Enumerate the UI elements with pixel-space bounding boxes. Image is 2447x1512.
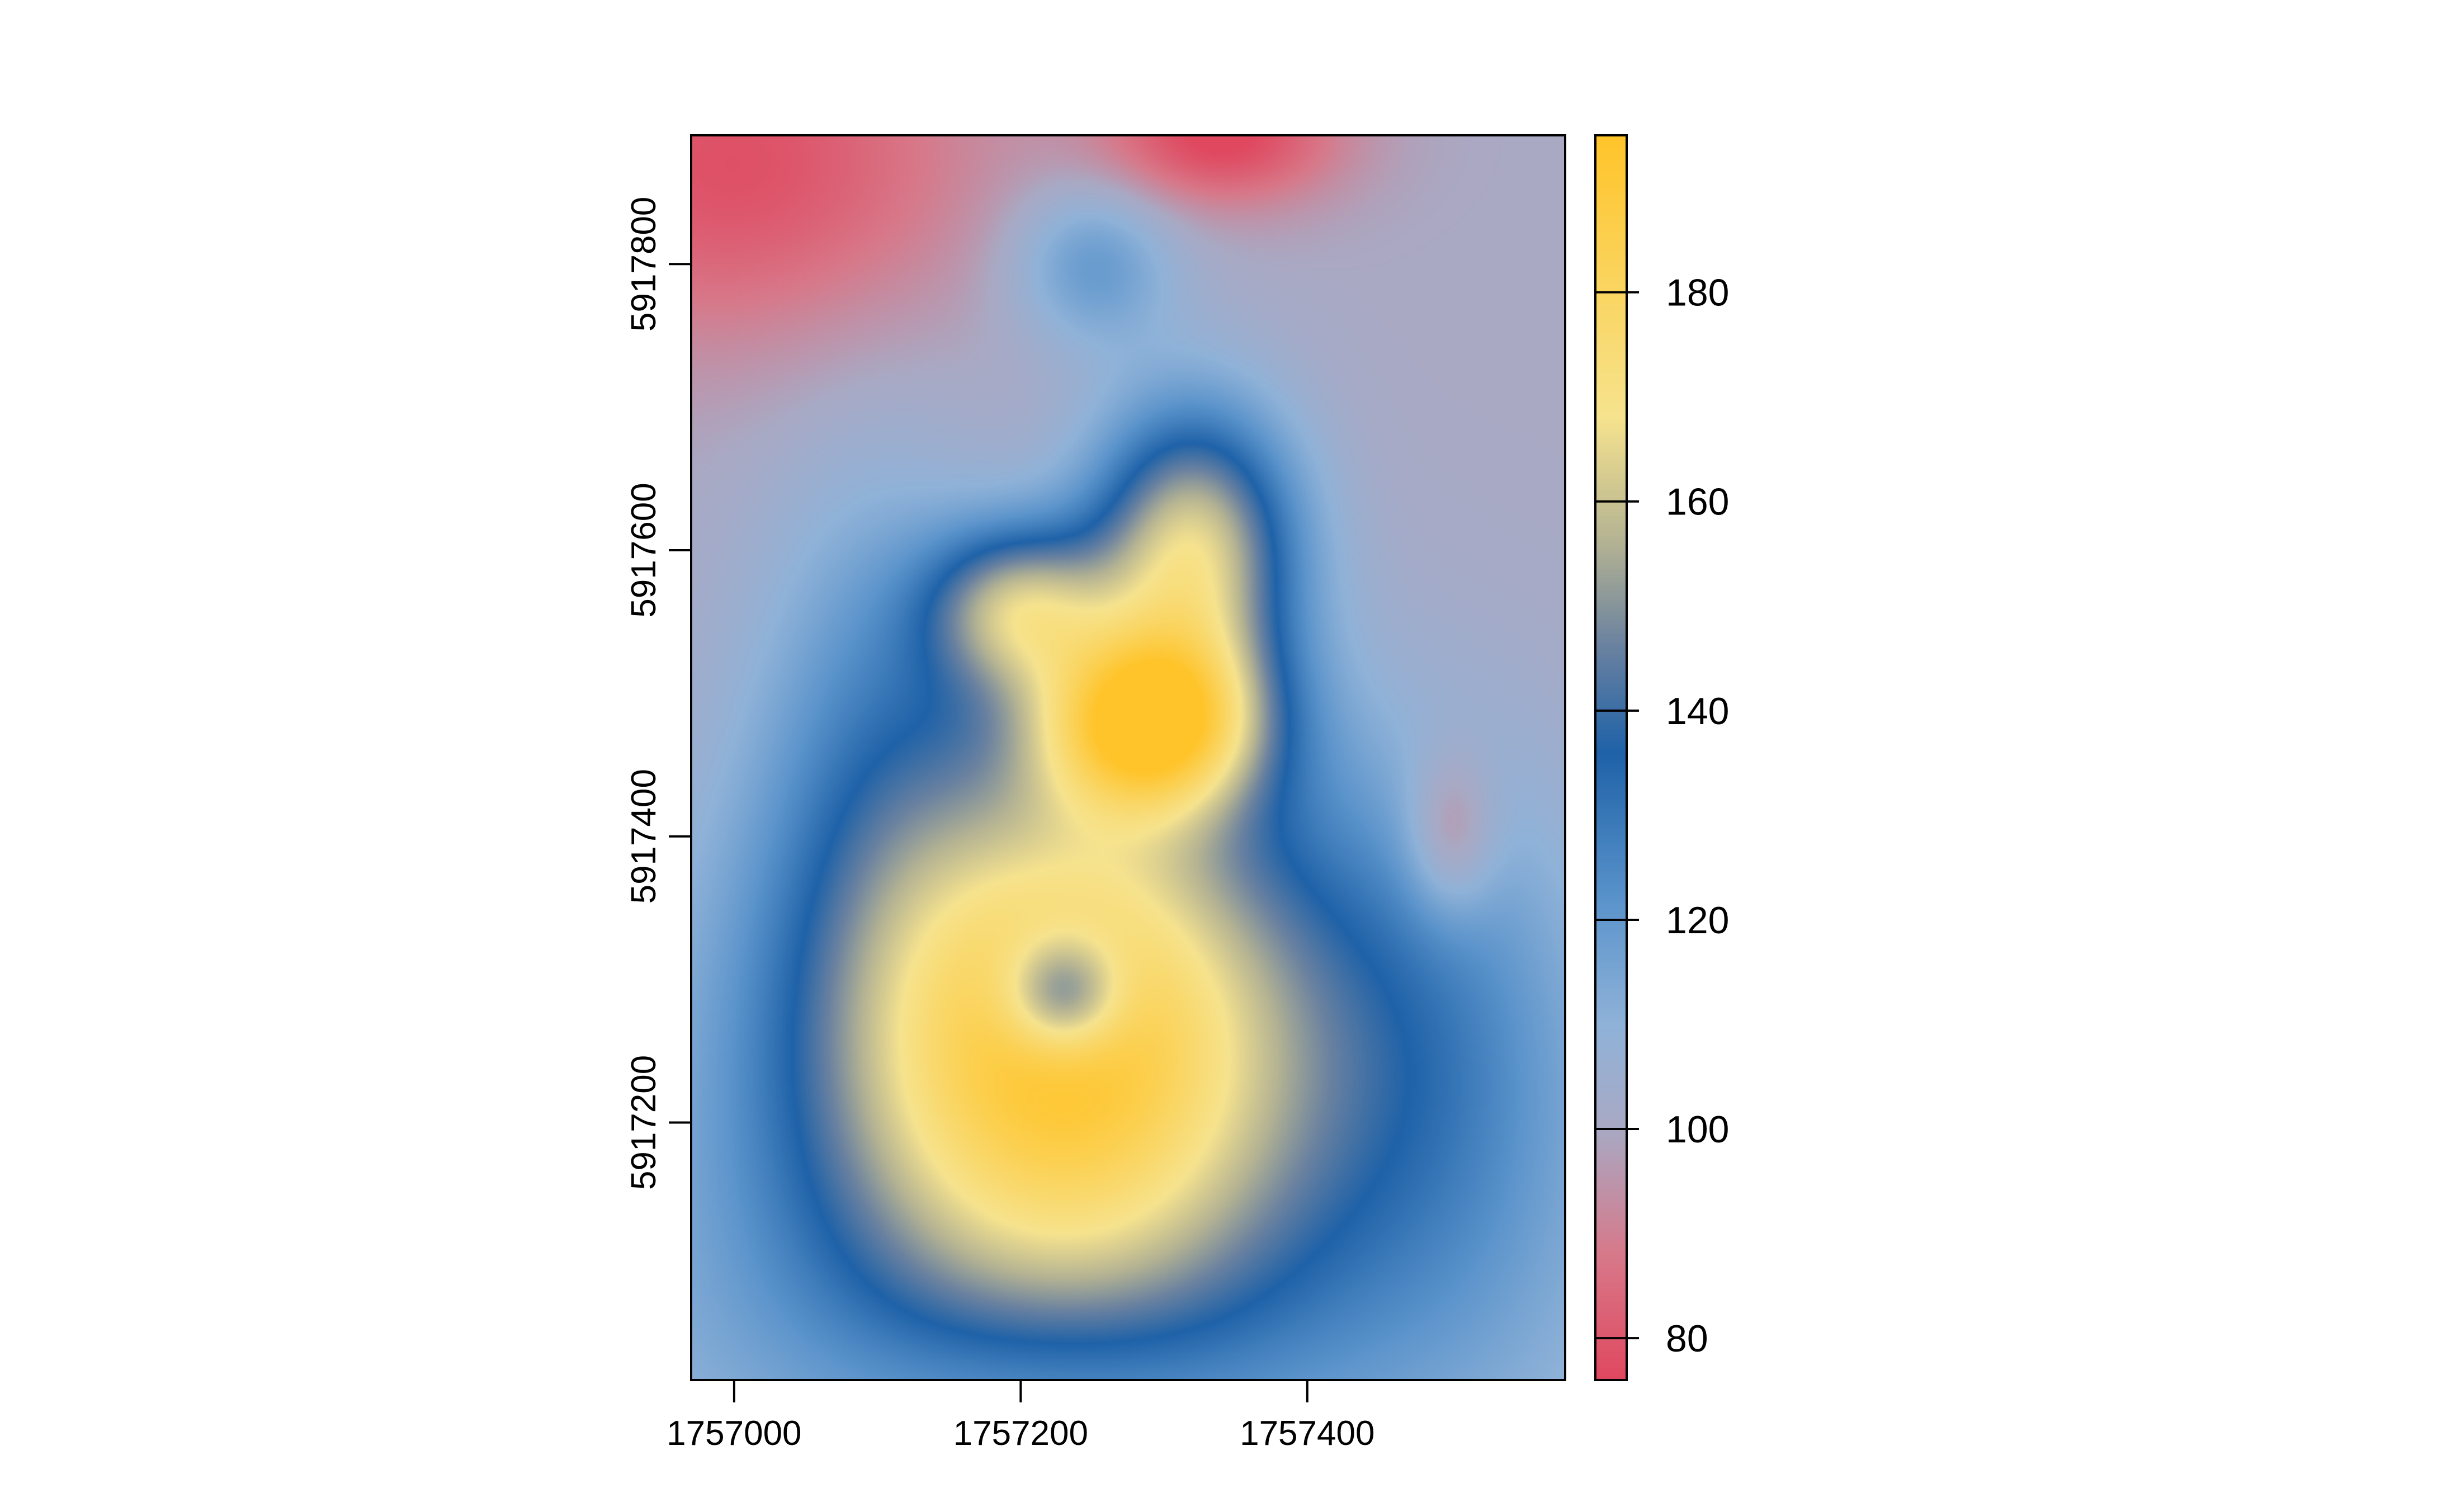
colorbar bbox=[1595, 135, 1627, 1380]
y-tick-label: 5917400 bbox=[625, 769, 663, 904]
colorbar-container bbox=[1595, 135, 1627, 1380]
colorbar-tick-label: 80 bbox=[1666, 1317, 1708, 1360]
x-tick-label: 1757200 bbox=[953, 1414, 1088, 1453]
colorbar-tick-label: 120 bbox=[1666, 899, 1729, 942]
colorbar-tick-label: 160 bbox=[1666, 481, 1729, 523]
heatmap-raster bbox=[691, 135, 1565, 1380]
x-tick-label: 1757000 bbox=[667, 1414, 801, 1453]
heatmap-raster-container bbox=[691, 135, 1565, 1380]
x-axis: 1757000 1757200 1757400 bbox=[667, 1379, 1374, 1453]
y-tick-label: 5917800 bbox=[625, 197, 663, 332]
colorbar-frame bbox=[1594, 134, 1628, 1381]
colorbar-tick-label: 140 bbox=[1666, 690, 1729, 733]
y-tick-label: 5917200 bbox=[625, 1055, 663, 1190]
y-tick-label: 5917600 bbox=[625, 483, 663, 617]
colorbar-tick-label: 100 bbox=[1666, 1108, 1729, 1151]
x-tick-label: 1757400 bbox=[1240, 1414, 1374, 1453]
colorbar-tick-label: 180 bbox=[1666, 272, 1729, 314]
colorbar-axis: 80 100 120 140 160 180 bbox=[1595, 272, 1729, 1360]
y-axis: 5917200 5917400 5917600 5917800 bbox=[625, 197, 692, 1190]
